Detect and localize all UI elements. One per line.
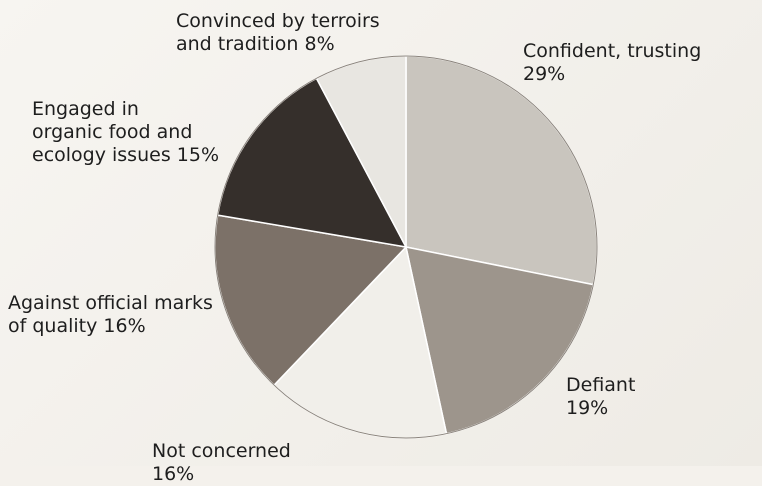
slice-label-line: and tradition [176,33,299,55]
slice-label-line: Engaged in [32,98,139,120]
pie-slice-confident [405,55,598,286]
slice-value: 19% [566,397,609,419]
slice-label-line: ecology issues [32,144,171,166]
slice-label-line: Confident, trusting [523,40,702,62]
slice-label-line: Against official marks [8,292,213,314]
slice-label-engaged-organic: Engaged in organic food and ecology issu… [32,98,219,167]
slice-value: 16% [152,463,195,485]
slice-label-against-official-marks: Against official marks of quality 16% [8,292,213,338]
slice-label-line: of quality [8,315,98,337]
pie-chart-svg [214,55,598,439]
slice-label-line: Not concerned [152,440,291,462]
slice-label-defiant: Defiant 19% [566,374,635,420]
slice-value: 8% [304,33,335,55]
slice-value: 16% [103,315,146,337]
slice-label-not-concerned: Not concerned 16% [152,440,291,486]
slice-label-line: Defiant [566,374,636,396]
slice-label-convinced-terroirs: Convinced by terroirs and tradition 8% [176,10,380,56]
pie-outline [214,55,598,439]
slice-label-line: Convinced by terroirs [176,10,380,32]
slice-value: 15% [176,144,219,166]
slice-value: 29% [523,63,566,85]
slice-label-confident: Confident, trusting 29% [523,40,701,86]
slice-label-line: organic food and [32,121,193,143]
